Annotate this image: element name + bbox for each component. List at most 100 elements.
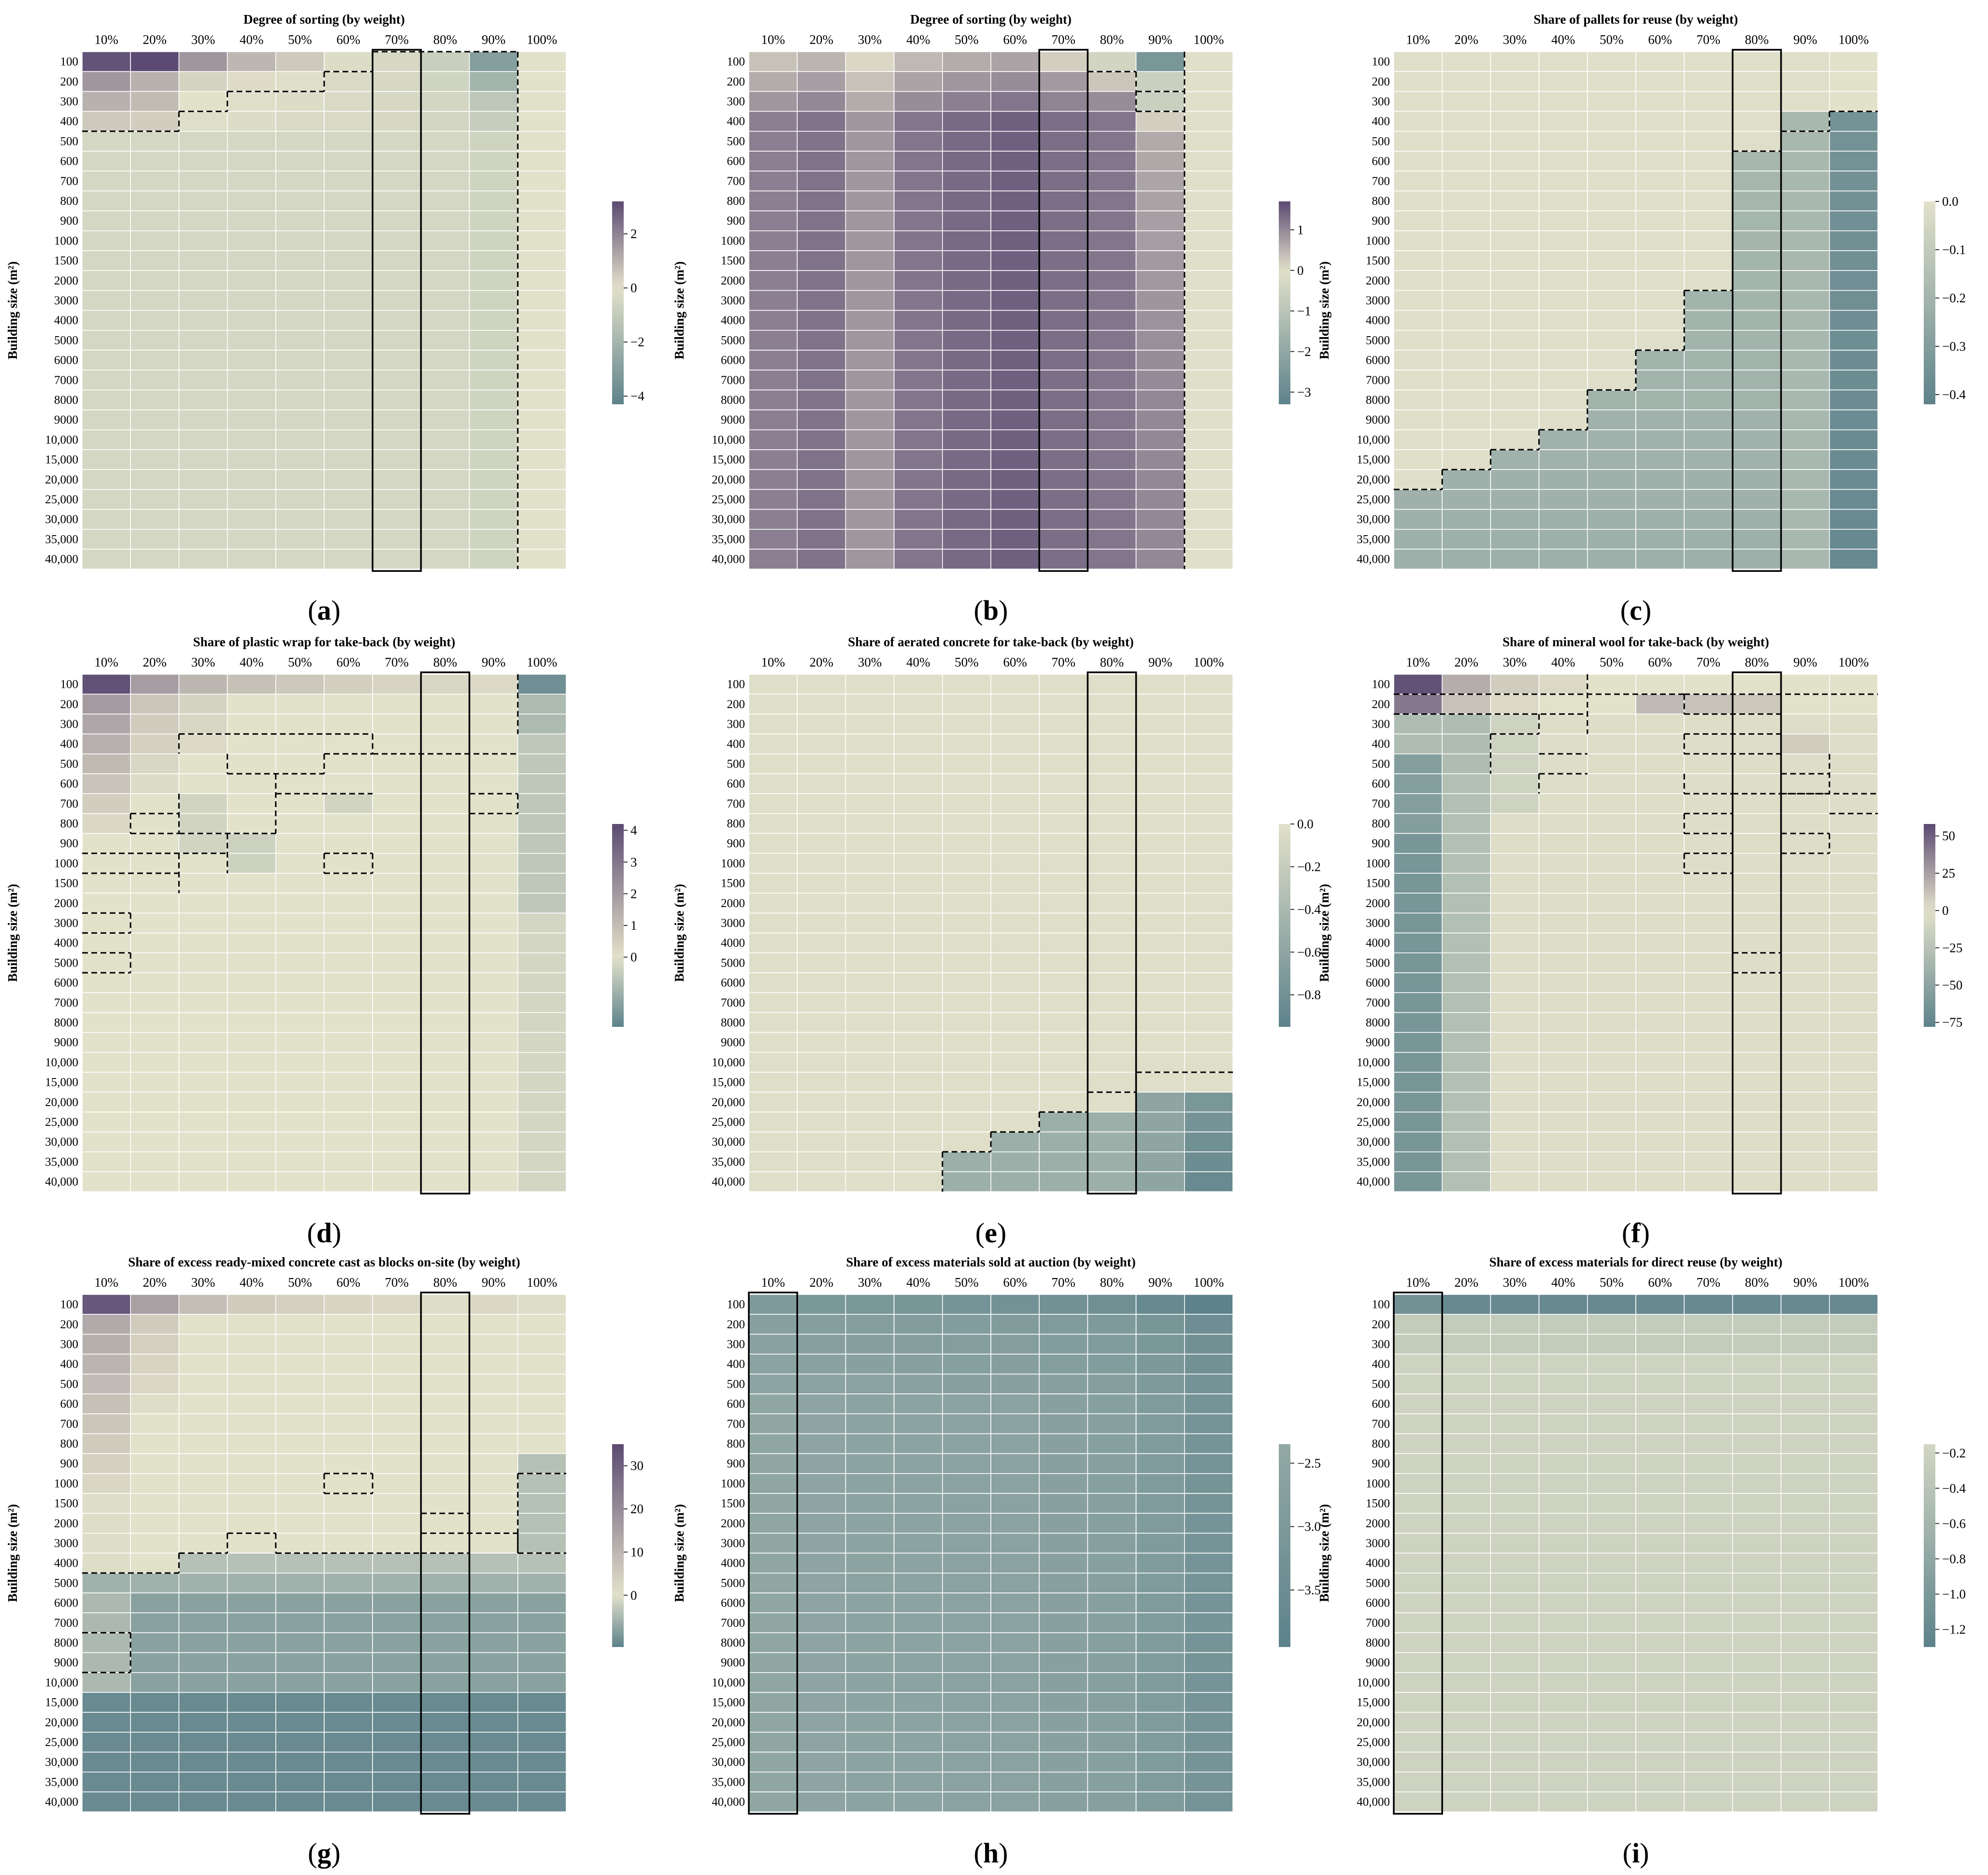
heatmap-cell	[1635, 1374, 1685, 1394]
heatmap-cell	[324, 409, 373, 430]
y-tick-label: 2000	[54, 1517, 78, 1530]
y-tick-label: 8000	[721, 1636, 745, 1649]
heatmap-cell	[1538, 1513, 1588, 1534]
heatmap-cell	[1732, 1791, 1782, 1813]
heatmap-cell	[227, 1453, 276, 1474]
highlight-column-box	[1393, 1292, 1443, 1815]
heatmap-cell	[1442, 270, 1491, 291]
heatmap-cell	[1780, 773, 1830, 795]
y-tick-label: 30,000	[1357, 1756, 1390, 1769]
y-tick-label: 300	[727, 95, 745, 108]
heatmap-cell	[748, 1592, 798, 1614]
heatmap-cell	[82, 1552, 131, 1574]
y-axis-label: Building size (m²)	[5, 884, 20, 982]
heatmap-cell	[275, 694, 325, 715]
heatmap-cell	[748, 369, 798, 391]
heatmap-cell	[942, 489, 991, 510]
heatmap-cell	[1184, 873, 1233, 894]
heatmap-cell	[1184, 230, 1233, 251]
heatmap-cell	[990, 793, 1040, 814]
heatmap-cell	[324, 992, 373, 1013]
heatmap-cell	[178, 1751, 228, 1773]
heatmap-cell	[1587, 429, 1636, 450]
heatmap-cell	[1184, 1473, 1233, 1494]
heatmap-cell	[1684, 409, 1733, 430]
x-tick-label: 90%	[482, 655, 506, 669]
heatmap-cell	[942, 1111, 991, 1133]
colorbar	[1279, 824, 1290, 1027]
heatmap-cell	[1393, 1612, 1443, 1634]
heatmap-cell	[517, 409, 567, 430]
heatmap-cell	[1780, 793, 1830, 814]
heatmap-cell	[1829, 1552, 1878, 1574]
heatmap-cell	[1684, 429, 1733, 450]
heatmap-cell	[517, 1032, 567, 1053]
heatmap-cell	[1780, 350, 1830, 371]
heatmap-cell	[1184, 71, 1233, 92]
heatmap-cell	[748, 713, 798, 735]
heatmap-cell	[178, 509, 228, 530]
heatmap-cell	[942, 529, 991, 550]
heatmap-cell	[324, 91, 373, 112]
heatmap-cell	[130, 130, 180, 152]
heatmap-cell	[1442, 873, 1491, 894]
heatmap-cell	[130, 1552, 180, 1574]
heatmap-cell	[227, 1171, 276, 1193]
heatmap-cell	[1635, 1732, 1685, 1753]
heatmap-cell	[1490, 694, 1540, 715]
heatmap-cell	[845, 270, 895, 291]
heatmap-cell	[748, 1171, 798, 1193]
heatmap-cell	[517, 1052, 567, 1073]
heatmap-cell	[1635, 753, 1685, 774]
y-tick-label: 10,000	[1357, 1676, 1390, 1689]
heatmap-cell	[845, 389, 895, 411]
heatmap-cell	[275, 1433, 325, 1454]
heatmap-cell	[324, 509, 373, 530]
heatmap-cell	[517, 1393, 567, 1415]
heatmap-cell	[275, 1791, 325, 1813]
panel-label: (c)	[1620, 595, 1651, 626]
x-tick-label: 40%	[240, 655, 264, 669]
heatmap-cell	[1442, 1513, 1491, 1534]
heatmap-cell	[942, 1433, 991, 1454]
heatmap-cell	[845, 1533, 895, 1554]
heatmap-cell	[797, 509, 846, 530]
heatmap-cell	[797, 873, 846, 894]
colorbar-tick-label: 0	[630, 950, 637, 965]
heatmap-cell	[1135, 350, 1185, 371]
heatmap-cell	[1829, 1171, 1878, 1193]
heatmap-cell	[1732, 111, 1782, 132]
heatmap-cell	[324, 329, 373, 351]
heatmap-cell	[227, 793, 276, 814]
heatmap-cell	[130, 674, 180, 695]
heatmap-cell	[275, 1092, 325, 1113]
x-tick-label: 20%	[810, 655, 834, 669]
y-tick-label: 200	[60, 75, 79, 88]
heatmap-cell	[748, 190, 798, 212]
heatmap-cell	[1184, 429, 1233, 450]
y-tick-label: 700	[60, 175, 79, 188]
heatmap-cell	[1684, 71, 1733, 92]
y-tick-label: 400	[1372, 115, 1390, 128]
y-tick-label: 8000	[1366, 1636, 1390, 1649]
heatmap-cell	[1635, 1131, 1685, 1152]
heatmap-cell	[1442, 1131, 1491, 1152]
y-tick-label: 500	[60, 1378, 79, 1391]
heatmap-cell	[990, 1334, 1040, 1355]
x-tick-label: 20%	[810, 1275, 834, 1290]
heatmap-cell	[1538, 549, 1588, 570]
heatmap-cell	[178, 833, 228, 854]
heatmap-cell	[942, 51, 991, 72]
heatmap-cell	[1393, 972, 1443, 994]
heatmap-cell	[324, 1632, 373, 1653]
heatmap-cell	[1829, 151, 1878, 172]
heatmap-cell	[517, 270, 567, 291]
heatmap-cell	[517, 853, 567, 874]
heatmap-cell	[324, 130, 373, 152]
heatmap-cell	[82, 1314, 131, 1335]
heatmap-cell	[227, 210, 276, 231]
heatmap-cell	[372, 1374, 422, 1394]
heatmap-cell	[469, 1652, 518, 1673]
panel-title: Share of excess materials sold at auctio…	[846, 1255, 1135, 1269]
heatmap-cell	[275, 529, 325, 550]
